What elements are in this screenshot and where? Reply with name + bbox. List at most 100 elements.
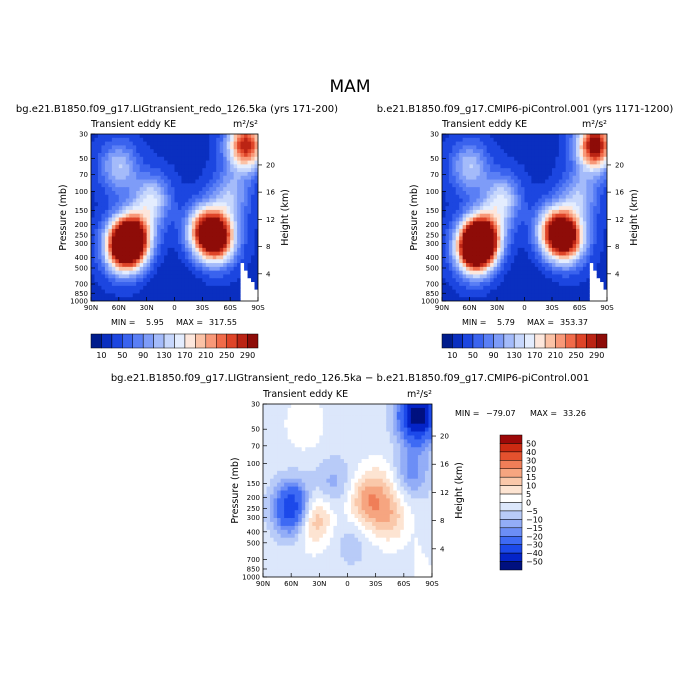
heatmap-cell: [251, 274, 255, 279]
heatmap-cell: [139, 168, 144, 173]
heatmap-cell: [160, 137, 165, 142]
heatmap-cell: [240, 213, 245, 218]
heatmap-cells: [263, 404, 432, 577]
heatmap-cell: [291, 411, 296, 417]
heatmap-cell: [493, 259, 498, 264]
heatmap-cell: [237, 175, 242, 180]
heatmap-cell: [459, 232, 464, 237]
heatmap-cell: [541, 194, 546, 199]
heatmap-cell: [600, 274, 604, 279]
heatmap-cell: [452, 168, 457, 173]
heatmap-cell: [191, 225, 196, 230]
heatmap-cell: [531, 187, 536, 192]
heatmap-cell: [569, 225, 574, 230]
heatmap-cell: [263, 455, 267, 460]
heatmap-cell: [541, 255, 546, 260]
heatmap-cell: [589, 209, 594, 215]
heatmap-cell: [600, 244, 604, 249]
heatmap-cell: [94, 156, 99, 161]
heatmap-cell: [230, 259, 235, 264]
heatmap-cell: [216, 179, 221, 184]
heatmap-cell: [97, 187, 102, 192]
heatmap-cell: [153, 187, 158, 192]
heatmap-cell: [500, 149, 505, 154]
heatmap-cell: [298, 411, 303, 417]
heatmap-cell: [188, 141, 193, 146]
heatmap-cell: [143, 209, 148, 215]
heatmap-cell: [562, 152, 567, 158]
heatmap-cell: [177, 263, 182, 268]
heatmap-cell: [545, 194, 549, 199]
heatmap-cell: [251, 168, 255, 173]
heatmap-cell: [212, 236, 217, 241]
heatmap-cell: [270, 427, 274, 432]
y-axis-label: Pressure (mb): [58, 184, 69, 250]
heatmap-cell: [136, 247, 141, 253]
heatmap-cell: [115, 236, 120, 241]
heatmap-cell: [202, 247, 207, 253]
heatmap-cell: [534, 145, 539, 150]
heatmap-cell: [445, 236, 450, 241]
heatmap-cell: [233, 297, 238, 301]
heatmap-cell: [230, 266, 235, 272]
heatmap-cell: [174, 278, 179, 283]
heatmap-cell: [483, 168, 488, 173]
heatmap-cell: [600, 270, 604, 275]
heatmap-cell: [181, 293, 186, 298]
heatmap-cell: [531, 282, 536, 287]
heatmap-cell: [298, 494, 303, 499]
colorbar-swatch: [153, 333, 165, 349]
heatmap-cell: [273, 466, 278, 472]
heatmap-cell: [143, 160, 148, 165]
heatmap-cell: [445, 206, 450, 211]
heatmap-cell: [167, 145, 172, 150]
heatmap-cell: [479, 198, 484, 203]
heatmap-cell: [538, 164, 543, 169]
heatmap-cell: [576, 247, 580, 253]
heatmap-cell: [531, 293, 536, 298]
heatmap-cell: [97, 236, 102, 241]
heatmap-cell: [572, 221, 577, 226]
heatmap-cell: [212, 206, 217, 211]
heatmap-cell: [455, 278, 460, 283]
heatmap-cell: [514, 297, 519, 301]
heatmap-cell: [153, 149, 158, 154]
heatmap-cell: [226, 263, 231, 268]
heatmap-cell: [541, 198, 546, 203]
heatmap-cell: [479, 202, 484, 207]
heatmap-cell: [593, 259, 598, 264]
heatmap-cell: [233, 240, 238, 245]
heatmap-cell: [223, 282, 228, 287]
heatmap-cell: [122, 217, 127, 222]
heatmap-cell: [184, 285, 189, 291]
heatmap-cell: [462, 263, 467, 268]
heatmap-cell: [233, 270, 238, 275]
heatmap-cell: [195, 194, 200, 199]
heatmap-cell: [305, 404, 310, 409]
heatmap-cell: [600, 145, 604, 150]
heatmap-cell: [490, 278, 494, 283]
heatmap-cell: [527, 183, 532, 188]
colorbar-swatch: [483, 333, 494, 349]
heatmap-cell: [490, 202, 494, 207]
heatmap-cell: [263, 549, 267, 554]
heatmap-cell: [136, 160, 141, 165]
heatmap-cell: [160, 149, 165, 154]
heatmap-cell: [527, 171, 532, 177]
heatmap-cell: [459, 259, 464, 264]
heatmap-cell: [195, 156, 200, 161]
heatmap-cell: [157, 266, 161, 272]
heatmap-cell: [579, 225, 584, 230]
heatmap-cell: [287, 514, 292, 519]
heatmap-cell: [510, 247, 515, 253]
heatmap-cell: [212, 282, 217, 287]
heatmap-cell: [111, 183, 116, 188]
heatmap-cell: [555, 263, 560, 268]
heatmap-cell: [122, 266, 127, 272]
heatmap-cell: [593, 255, 598, 260]
heatmap-cell: [308, 451, 313, 456]
heatmap-cell: [452, 156, 457, 161]
heatmap-cell: [448, 164, 453, 169]
heatmap-cell: [198, 160, 203, 165]
heatmap-cell: [527, 202, 532, 207]
